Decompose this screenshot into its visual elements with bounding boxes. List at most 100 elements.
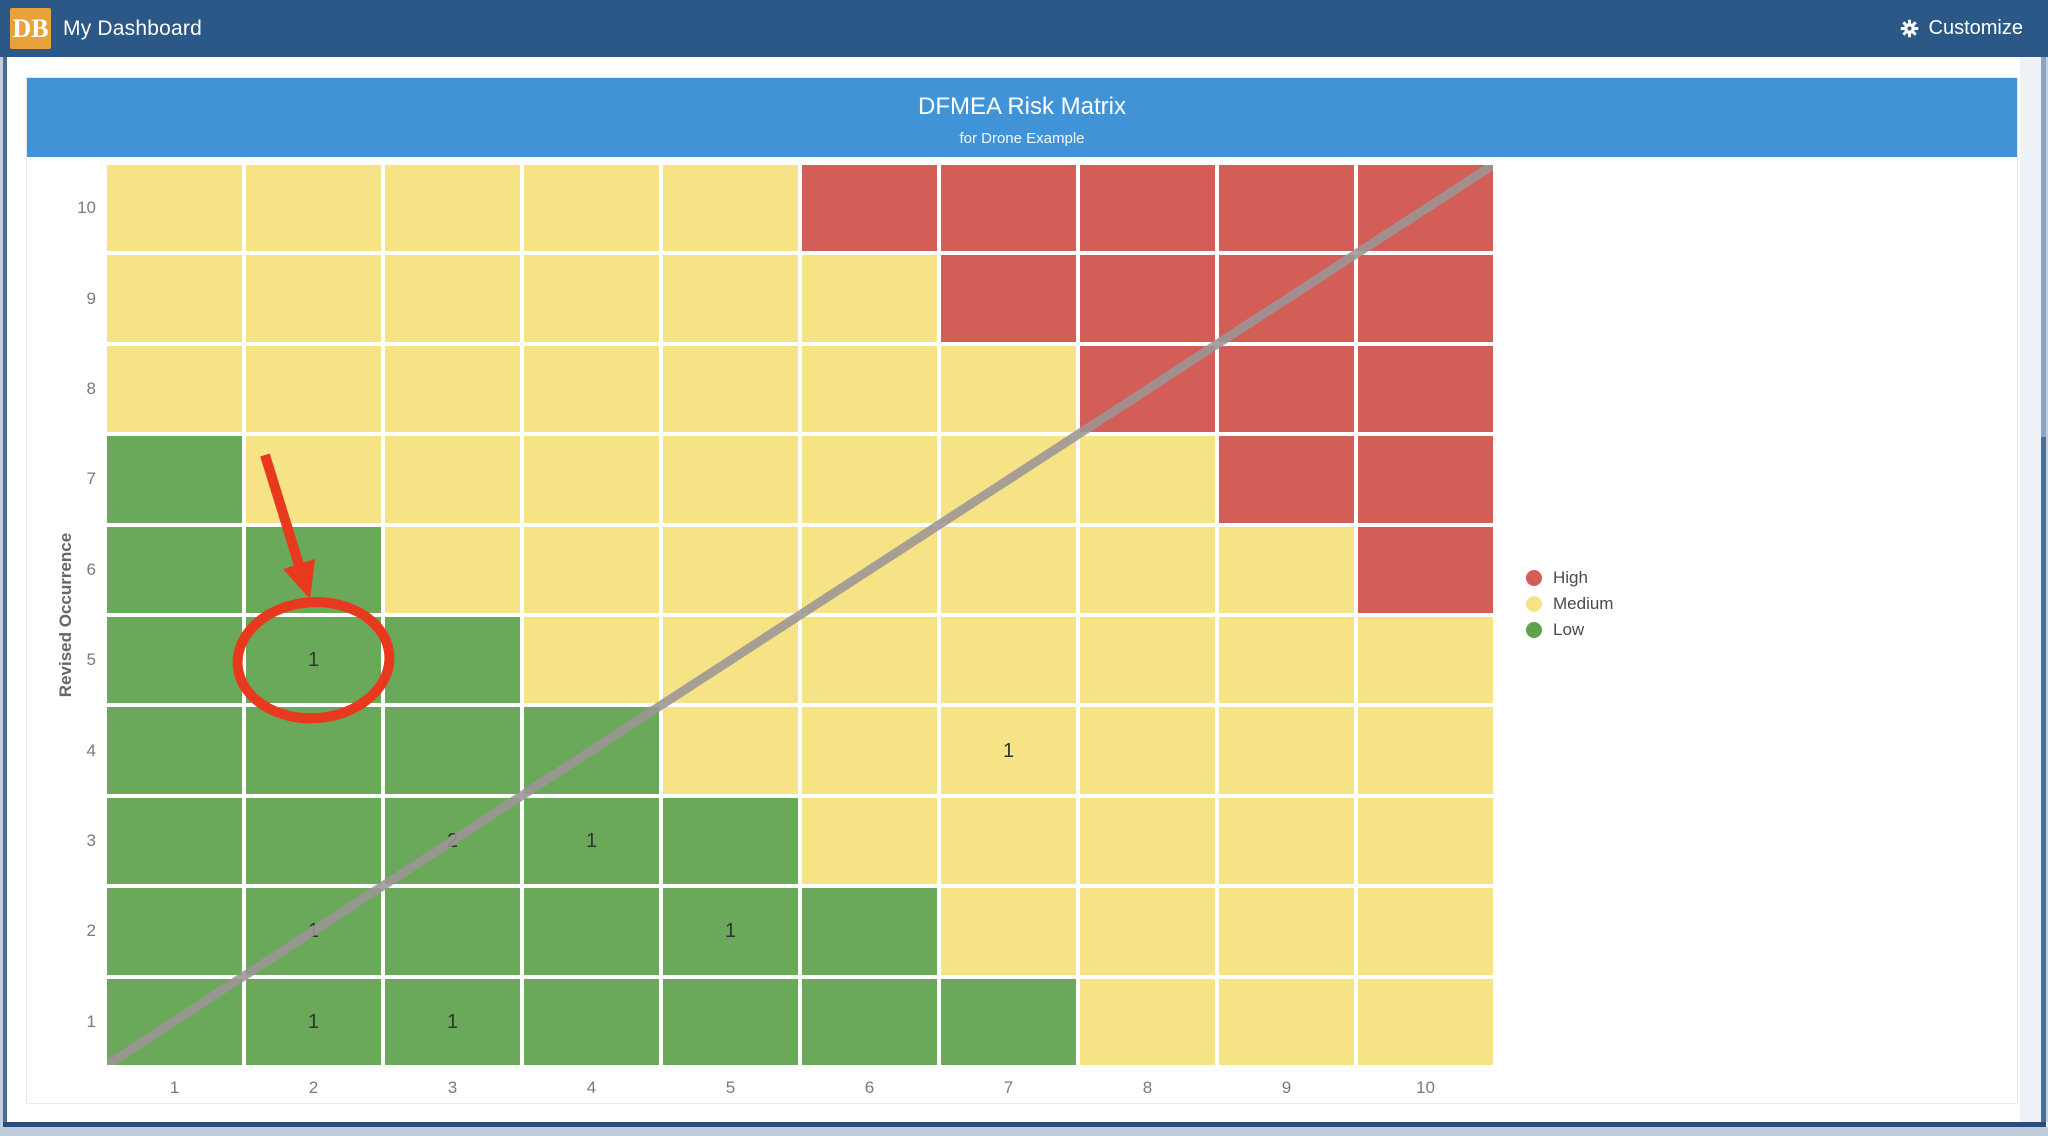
matrix-cell-x1-y1[interactable] — [107, 978, 242, 1065]
matrix-cell-x1-y3[interactable] — [107, 797, 242, 885]
matrix-cell-x4-y2[interactable] — [524, 888, 659, 975]
matrix-cell-x9-y7[interactable] — [1219, 436, 1354, 523]
matrix-cell-x3-y7[interactable] — [385, 436, 520, 523]
matrix-cell-x5-y3[interactable] — [663, 797, 798, 885]
matrix-cell-x9-y3[interactable] — [1219, 797, 1354, 885]
matrix-cell-x8-y3[interactable] — [1080, 797, 1215, 885]
matrix-cell-x9-y2[interactable] — [1219, 888, 1354, 975]
matrix-cell-x6-y3[interactable] — [802, 797, 937, 885]
matrix-cell-x7-y6[interactable] — [941, 526, 1076, 613]
matrix-cell-x4-y1[interactable] — [524, 978, 659, 1065]
matrix-cell-x10-y9[interactable] — [1358, 255, 1493, 342]
matrix-cell-x9-y8[interactable] — [1219, 345, 1354, 433]
matrix-cell-x2-y9[interactable] — [246, 255, 381, 342]
matrix-cell-x10-y3[interactable] — [1358, 797, 1493, 885]
matrix-cell-x4-y4[interactable] — [524, 707, 659, 794]
matrix-cell-x9-y1[interactable] — [1219, 978, 1354, 1065]
matrix-cell-x8-y1[interactable] — [1080, 978, 1215, 1065]
matrix-cell-x2-y4[interactable] — [246, 707, 381, 794]
matrix-cell-x4-y5[interactable] — [524, 617, 659, 704]
matrix-cell-x1-y9[interactable] — [107, 255, 242, 342]
matrix-cell-x3-y5[interactable] — [385, 617, 520, 704]
matrix-cell-x9-y5[interactable] — [1219, 617, 1354, 704]
matrix-cell-x1-y5[interactable] — [107, 617, 242, 704]
matrix-cell-x7-y10[interactable] — [941, 165, 1076, 252]
matrix-cell-x2-y3[interactable] — [246, 797, 381, 885]
legend-item-high[interactable]: High — [1526, 565, 1613, 591]
matrix-cell-x6-y5[interactable] — [802, 617, 937, 704]
matrix-cell-x4-y7[interactable] — [524, 436, 659, 523]
matrix-cell-x10-y2[interactable] — [1358, 888, 1493, 975]
matrix-cell-x9-y9[interactable] — [1219, 255, 1354, 342]
matrix-cell-x4-y10[interactable] — [524, 165, 659, 252]
matrix-cell-x10-y5[interactable] — [1358, 617, 1493, 704]
matrix-cell-x1-y10[interactable] — [107, 165, 242, 252]
matrix-cell-x5-y1[interactable] — [663, 978, 798, 1065]
matrix-cell-x6-y1[interactable] — [802, 978, 937, 1065]
matrix-cell-x8-y10[interactable] — [1080, 165, 1215, 252]
matrix-cell-x1-y8[interactable] — [107, 345, 242, 433]
matrix-cell-x7-y8[interactable] — [941, 345, 1076, 433]
legend-item-medium[interactable]: Medium — [1526, 591, 1613, 617]
matrix-cell-x10-y4[interactable] — [1358, 707, 1493, 794]
scrollbar-track[interactable] — [2020, 57, 2041, 1122]
matrix-cell-x5-y4[interactable] — [663, 707, 798, 794]
matrix-cell-x1-y7[interactable] — [107, 436, 242, 523]
matrix-cell-x7-y3[interactable] — [941, 797, 1076, 885]
matrix-cell-x8-y6[interactable] — [1080, 526, 1215, 613]
matrix-cell-x9-y4[interactable] — [1219, 707, 1354, 794]
matrix-cell-x2-y7[interactable] — [246, 436, 381, 523]
matrix-cell-x7-y7[interactable] — [941, 436, 1076, 523]
matrix-cell-x3-y4[interactable] — [385, 707, 520, 794]
matrix-cell-x3-y10[interactable] — [385, 165, 520, 252]
matrix-cell-x8-y7[interactable] — [1080, 436, 1215, 523]
matrix-cell-x5-y9[interactable] — [663, 255, 798, 342]
matrix-cell-x10-y6[interactable] — [1358, 526, 1493, 613]
matrix-cell-x5-y8[interactable] — [663, 345, 798, 433]
matrix-cell-x2-y6[interactable] — [246, 526, 381, 613]
matrix-cell-x2-y10[interactable] — [246, 165, 381, 252]
matrix-cell-x5-y10[interactable] — [663, 165, 798, 252]
matrix-cell-x10-y10[interactable] — [1358, 165, 1493, 252]
matrix-cell-x7-y9[interactable] — [941, 255, 1076, 342]
matrix-cell-x4-y8[interactable] — [524, 345, 659, 433]
matrix-cell-x9-y10[interactable] — [1219, 165, 1354, 252]
matrix-cell-x8-y2[interactable] — [1080, 888, 1215, 975]
matrix-cell-x10-y1[interactable] — [1358, 978, 1493, 1065]
matrix-cell-x5-y6[interactable] — [663, 526, 798, 613]
matrix-cell-x7-y1[interactable] — [941, 978, 1076, 1065]
matrix-cell-x8-y9[interactable] — [1080, 255, 1215, 342]
matrix-cell-x6-y6[interactable] — [802, 526, 937, 613]
matrix-cell-x3-y2[interactable] — [385, 888, 520, 975]
matrix-cell-x9-y6[interactable] — [1219, 526, 1354, 613]
matrix-cell-x5-y7[interactable] — [663, 436, 798, 523]
matrix-cell-x10-y8[interactable] — [1358, 345, 1493, 433]
matrix-cell-x4-y9[interactable] — [524, 255, 659, 342]
matrix-cell-x5-y5[interactable] — [663, 617, 798, 704]
matrix-cell-x2-y8[interactable] — [246, 345, 381, 433]
matrix-cell-x10-y7[interactable] — [1358, 436, 1493, 523]
scrollbar-thumb[interactable] — [2041, 57, 2046, 437]
customize-button[interactable]: Customize — [1899, 0, 2023, 57]
matrix-cell-x1-y2[interactable] — [107, 888, 242, 975]
matrix-cell-x6-y8[interactable] — [802, 345, 937, 433]
matrix-cell-x7-y2[interactable] — [941, 888, 1076, 975]
matrix-cell-x6-y4[interactable] — [802, 707, 937, 794]
matrix-cell-x1-y4[interactable] — [107, 707, 242, 794]
matrix-cell-x4-y6[interactable] — [524, 526, 659, 613]
matrix-cell-x3-y6[interactable] — [385, 526, 520, 613]
matrix-cell-x6-y7[interactable] — [802, 436, 937, 523]
matrix-cell-x1-y6[interactable] — [107, 526, 242, 613]
legend-label: Medium — [1553, 594, 1614, 613]
matrix-cell-x6-y2[interactable] — [802, 888, 937, 975]
matrix-cell-x3-y8[interactable] — [385, 345, 520, 433]
matrix-cell-x8-y4[interactable] — [1080, 707, 1215, 794]
chart-subtitle: for Drone Example — [959, 130, 1085, 147]
matrix-cell-x3-y9[interactable] — [385, 255, 520, 342]
matrix-cell-x7-y5[interactable] — [941, 617, 1076, 704]
matrix-cell-x8-y8[interactable] — [1080, 345, 1215, 433]
legend-item-low[interactable]: Low — [1526, 617, 1613, 643]
matrix-cell-x6-y10[interactable] — [802, 165, 937, 252]
matrix-cell-x8-y5[interactable] — [1080, 617, 1215, 704]
matrix-cell-x6-y9[interactable] — [802, 255, 937, 342]
